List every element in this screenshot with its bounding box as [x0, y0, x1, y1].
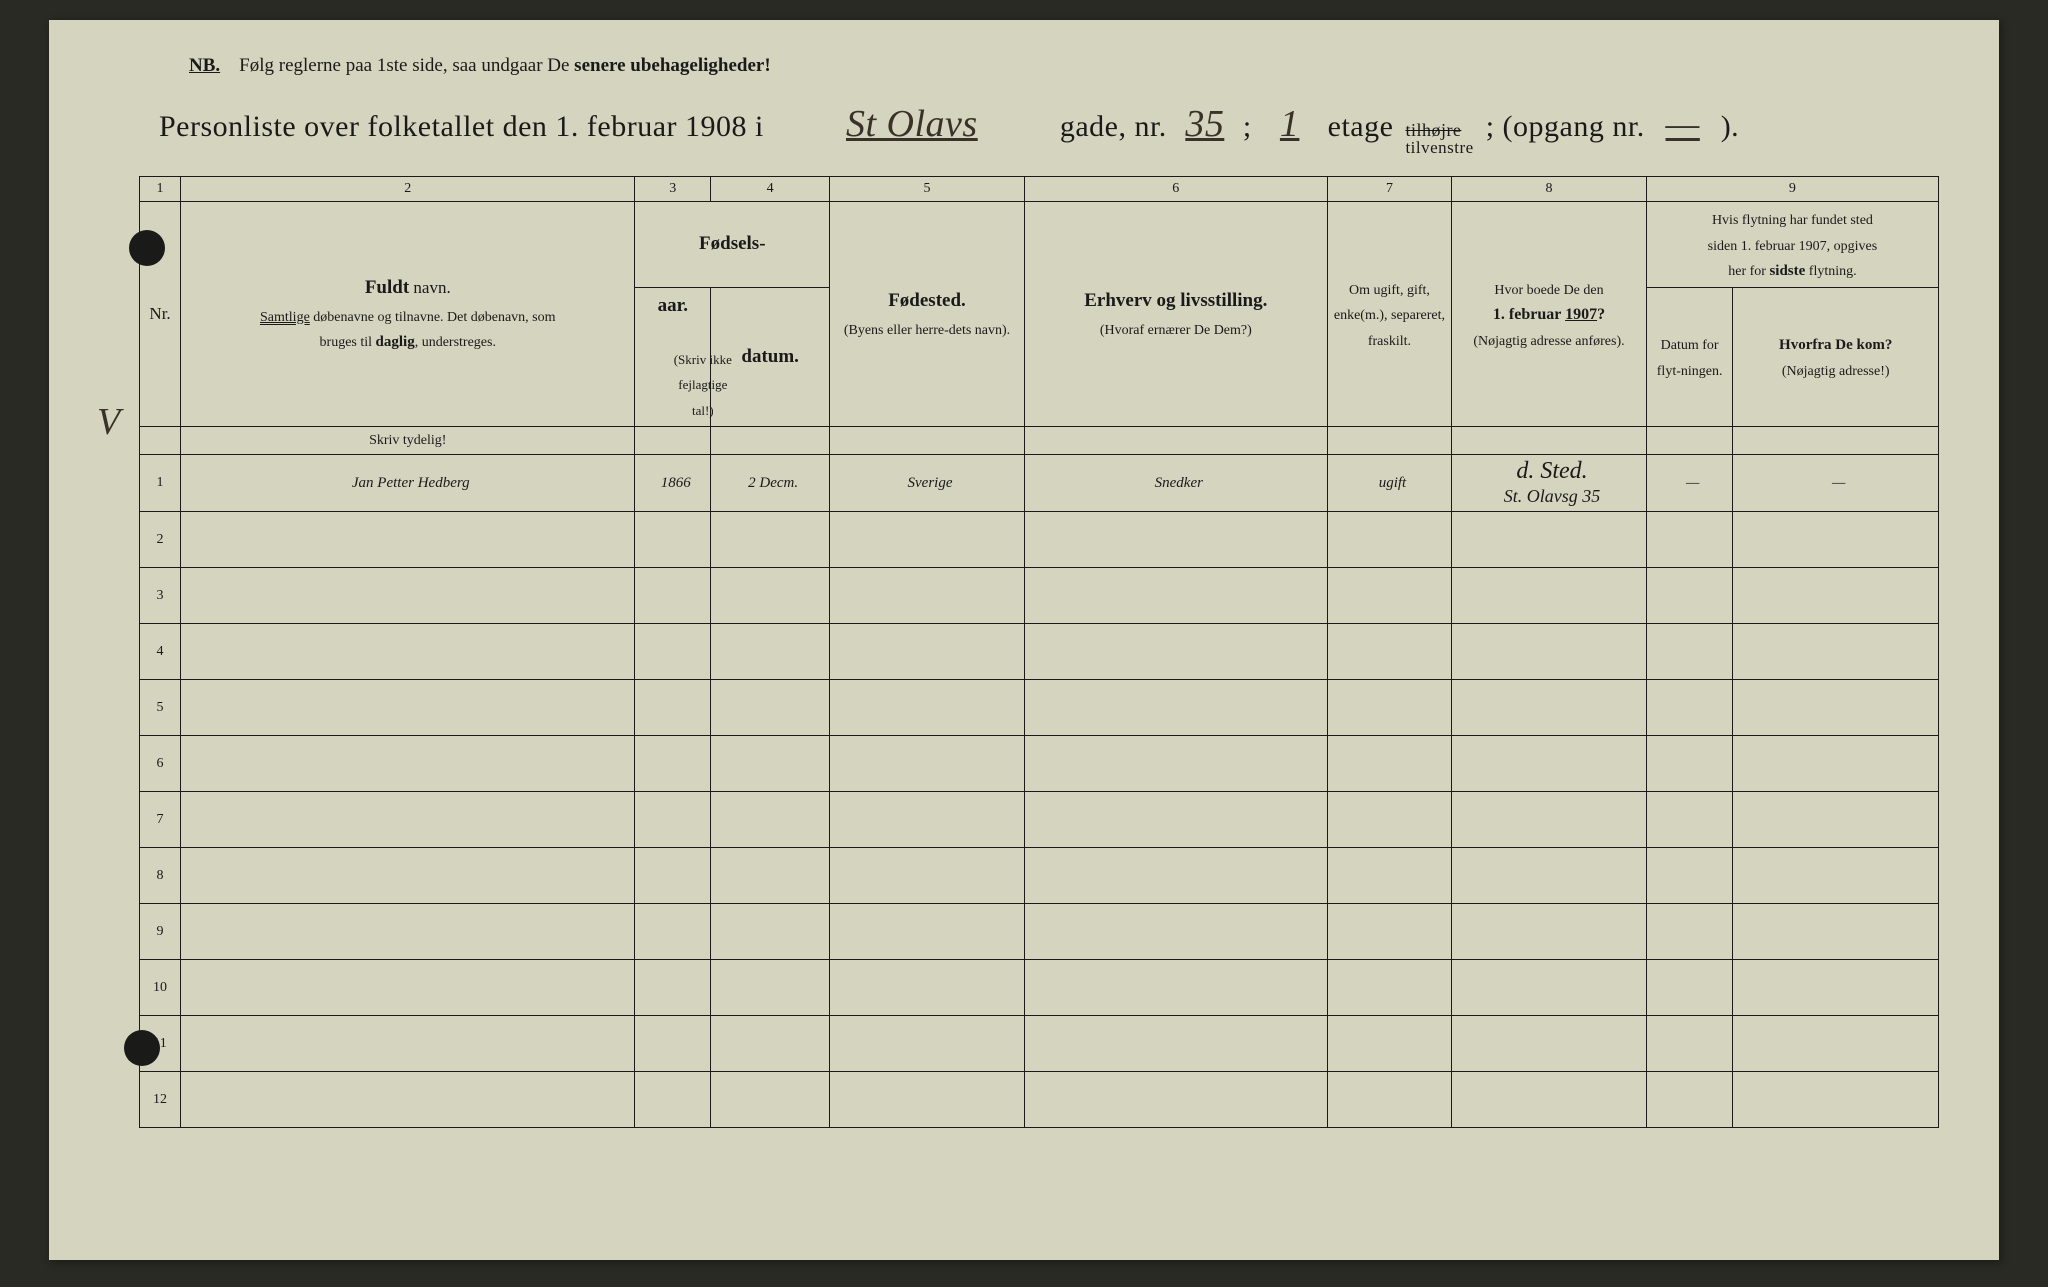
header-move-from: Hvorfra De kom? (Nøjagtig adresse!): [1733, 287, 1939, 427]
column-number-row: 1 2 3 4 5 6 7 8 9: [140, 177, 1939, 202]
table-row: 6: [140, 736, 1939, 792]
cell-name: Jan Petter Hedberg: [181, 455, 635, 512]
nb-instruction-line: NB. Følg reglerne paa 1ste side, saa und…: [189, 55, 1939, 77]
etage-label: etage: [1328, 110, 1394, 144]
table-row: 9: [140, 904, 1939, 960]
header-move-date: Datum for flyt-ningen.: [1646, 287, 1733, 427]
checkmark-annotation: V: [97, 400, 120, 444]
header-birthplace: Fødested. (Byens eller herre-dets navn).: [830, 202, 1025, 427]
cell-occupation: Snedker: [1024, 455, 1327, 512]
table-row: 12: [140, 1072, 1939, 1128]
header-birth-title: Fødsels-: [635, 202, 830, 288]
cell-marital: ugift: [1327, 455, 1451, 512]
instruction-text: Skriv tydelig!: [181, 427, 635, 455]
header-residence: Hvor boede De den 1. februar 1907? (Nøja…: [1452, 202, 1647, 427]
house-nr-field: 35: [1175, 102, 1235, 146]
header-year: aar. (Skriv ikke fejlagtige tal!): [635, 287, 711, 427]
gade-label: gade, nr.: [1060, 110, 1167, 144]
opgang-nr-field: —: [1653, 102, 1713, 146]
cell-birthplace: Sverige: [830, 455, 1025, 512]
header-move-title: Hvis flytning har fundet stedsiden 1. fe…: [1646, 202, 1938, 288]
table-row: 4: [140, 624, 1939, 680]
punch-hole-top: [129, 230, 165, 266]
side-selector: tilhøjre tilvenstre: [1405, 121, 1473, 156]
title-prefix: Personliste over folketallet den 1. febr…: [159, 110, 764, 144]
header-occupation: Erhverv og livsstilling. (Hvoraf ernærer…: [1024, 202, 1327, 427]
table-row: 3: [140, 568, 1939, 624]
census-table: 1 2 3 4 5 6 7 8 9 Nr. Fuldt navn. Samtli…: [139, 176, 1939, 1128]
nb-label: NB.: [189, 55, 220, 76]
table-row: 11: [140, 1016, 1939, 1072]
street-field: St Olavs: [772, 102, 1052, 146]
table-row: 2: [140, 512, 1939, 568]
table-row: 5: [140, 680, 1939, 736]
header-name: Fuldt navn. Samtlige døbenavne og tilnav…: [181, 202, 635, 427]
nb-emphasis: senere ubehageligheder!: [574, 55, 771, 76]
table-row: 1 Jan Petter Hedberg 1866 2 Decm. Sverig…: [140, 455, 1939, 512]
cell-year: 1866: [635, 455, 711, 512]
header-marital: Om ugift, gift, enke(m.), separeret, fra…: [1327, 202, 1451, 427]
cell-movefrom: —: [1733, 455, 1939, 512]
table-row: 8: [140, 848, 1939, 904]
instruction-row: Skriv tydelig!: [140, 427, 1939, 455]
cell-date: 2 Decm.: [711, 455, 830, 512]
punch-hole-bottom: [124, 1030, 160, 1066]
header-row-1: Nr. Fuldt navn. Samtlige døbenavne og ti…: [140, 202, 1939, 288]
form-title-line: Personliste over folketallet den 1. febr…: [159, 102, 1939, 156]
opgang-label: (opgang nr.: [1503, 110, 1645, 144]
cell-residence: d. Sted. St. Olavsg 35: [1452, 455, 1647, 512]
floor-nr-field: 1: [1260, 102, 1320, 146]
cell-movedate: —: [1646, 455, 1733, 512]
table-row: 10: [140, 960, 1939, 1016]
census-form-page: V NB. Følg reglerne paa 1ste side, saa u…: [49, 20, 1999, 1260]
table-row: 7: [140, 792, 1939, 848]
